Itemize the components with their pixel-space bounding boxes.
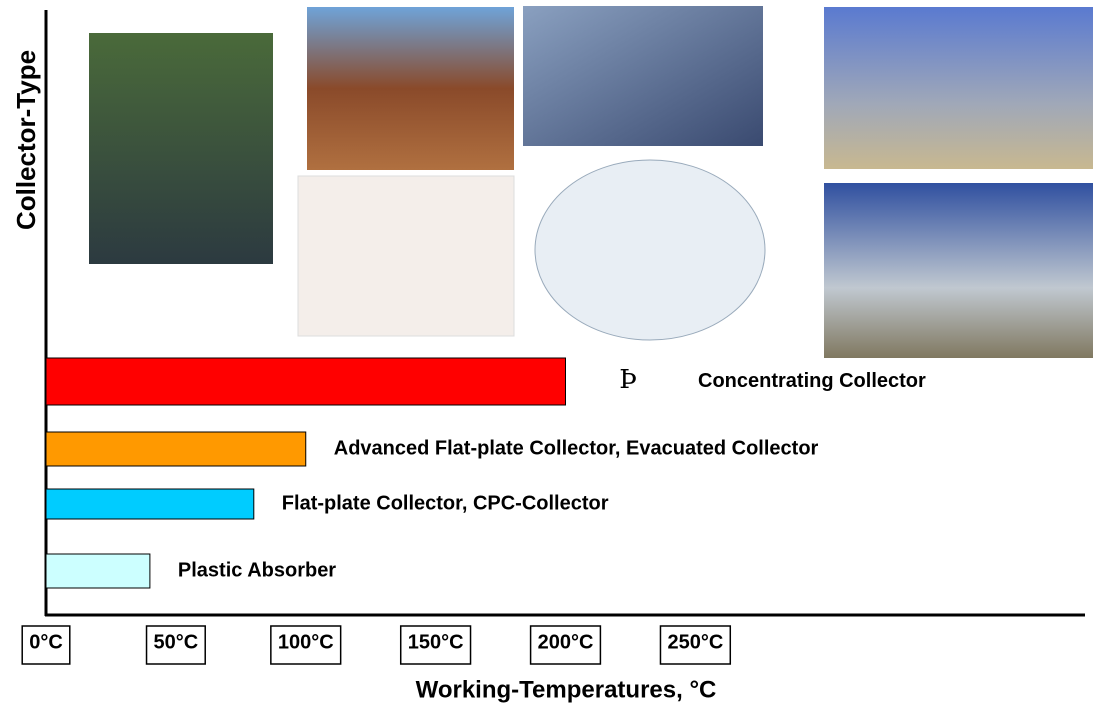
photo bbox=[824, 183, 1093, 358]
bar bbox=[45, 431, 307, 467]
photo bbox=[523, 6, 763, 146]
bar bbox=[45, 357, 566, 406]
x-tick-box bbox=[145, 625, 206, 665]
x-tick-label: 200°C bbox=[538, 631, 594, 653]
photo bbox=[89, 33, 273, 264]
bar bbox=[45, 488, 255, 520]
x-tick-label: 150°C bbox=[408, 631, 464, 653]
x-tick-box bbox=[21, 625, 71, 665]
photos bbox=[89, 6, 1093, 358]
diagram-image bbox=[534, 159, 766, 341]
photo bbox=[824, 7, 1093, 169]
x-tick-label: 100°C bbox=[278, 631, 334, 653]
x-tick-box bbox=[270, 625, 342, 665]
x-tick-label: 0°C bbox=[29, 631, 63, 653]
bar-label: Plastic Absorber bbox=[178, 559, 336, 581]
bar-label: Advanced Flat-plate Collector, Evacuated… bbox=[334, 437, 819, 459]
bar bbox=[45, 553, 151, 589]
x-axis-label: Working-Temperatures, °C bbox=[416, 676, 717, 703]
diagram-image bbox=[297, 175, 515, 337]
x-tick-label: 50°C bbox=[154, 631, 199, 653]
annotation: Þ bbox=[619, 365, 637, 395]
y-axis-label: Collector-Type bbox=[11, 50, 41, 230]
x-tick-box bbox=[659, 625, 732, 665]
x-tick-label: 250°C bbox=[667, 631, 723, 653]
x-tick-box bbox=[399, 625, 472, 665]
x-tick-box bbox=[529, 625, 602, 665]
bar-label: Concentrating Collector bbox=[698, 370, 926, 392]
bar-label: Flat-plate Collector, CPC-Collector bbox=[282, 492, 609, 514]
photo bbox=[307, 7, 514, 170]
